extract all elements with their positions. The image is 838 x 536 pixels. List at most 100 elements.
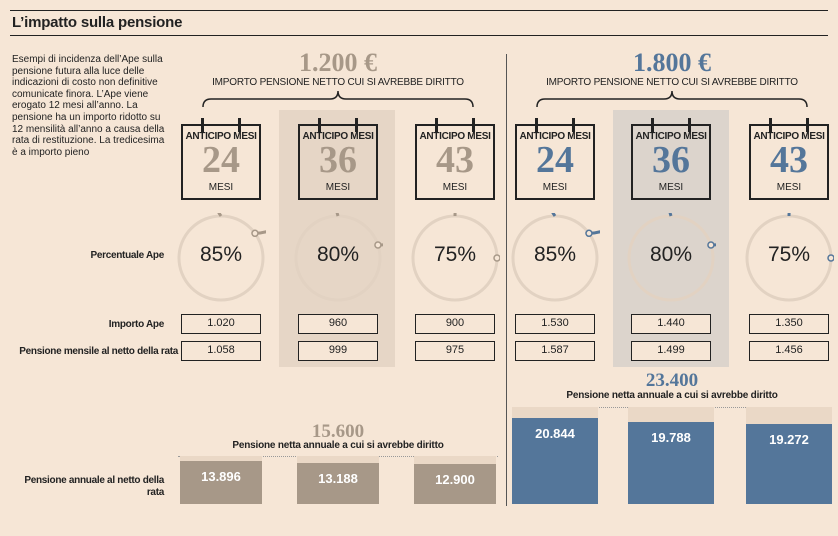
- percent-value: 85%: [510, 213, 600, 303]
- top-rule: [10, 10, 828, 11]
- annual-bar: 19.788: [628, 407, 714, 504]
- calendar-months: 24: [536, 139, 574, 181]
- percent-value: 75%: [410, 213, 500, 303]
- calendar-head: ANTICIPO MESI: [635, 131, 707, 142]
- calendar-card: ANTICIPO MESI 43 MESI: [415, 118, 495, 200]
- percent-text: 85%: [533, 243, 577, 266]
- percent-text: 80%: [316, 243, 360, 266]
- annual-bar: 13.188: [297, 456, 379, 504]
- pensione-mensile-box: 975: [415, 341, 495, 361]
- percent-value: 80%: [293, 213, 383, 303]
- annual-bar-fill: [414, 464, 496, 504]
- calendar-ring: [435, 118, 438, 132]
- calendar-unit: MESI: [776, 182, 802, 193]
- calendar-unit: MESI: [542, 182, 568, 193]
- percent-dot: [585, 229, 593, 238]
- row-label-importo: Importo Ape: [108, 319, 165, 330]
- annual-bar: 12.900: [414, 456, 496, 504]
- annual-bar-fill: [180, 461, 262, 504]
- importo-ape-box: 900: [415, 314, 495, 334]
- total-label: 23.400: [645, 370, 699, 391]
- annual-bar-fill: [297, 463, 379, 504]
- calendar-card: ANTICIPO MESI 43 MESI: [749, 118, 829, 200]
- percent-dot: [251, 229, 259, 238]
- annual-bar: 20.844: [512, 407, 598, 504]
- calendar-months: 36: [319, 139, 357, 181]
- percent-ring: [627, 213, 716, 302]
- row-label-mensile: Pensione mensile al netto della rata: [19, 346, 178, 357]
- calendar-months: 43: [436, 139, 474, 181]
- calendar-ring: [806, 118, 809, 132]
- calendar-ring: [238, 118, 241, 132]
- percent-value: 75%: [744, 213, 834, 303]
- calendar-head: ANTICIPO MESI: [302, 131, 374, 142]
- annual-bar: 19.272: [746, 407, 832, 504]
- calendar-unit: MESI: [325, 182, 351, 193]
- importo-ape-box: 1.530: [515, 314, 595, 334]
- percent-dot: [707, 241, 715, 249]
- importo-ape-box: 1.020: [181, 314, 261, 334]
- pensione-mensile-box: 1.587: [515, 341, 595, 361]
- amount-caption: IMPORTO PENSIONE NETTO CUI SI AVREBBE DI…: [546, 77, 798, 88]
- calendar-ring: [355, 118, 358, 132]
- title-rule: [10, 35, 828, 36]
- calendar-head: ANTICIPO MESI: [419, 131, 491, 142]
- annual-bar-fill: [746, 424, 832, 504]
- bracket: [202, 90, 474, 108]
- row-label-percentuale: Percentuale Ape: [90, 250, 165, 261]
- annual-bar-label: 19.272: [769, 432, 809, 448]
- calendar-months: 24: [202, 139, 240, 181]
- calendar-unit: MESI: [442, 182, 468, 193]
- calendar-card: ANTICIPO MESI 24 MESI: [181, 118, 261, 200]
- percent-value: 85%: [176, 213, 266, 303]
- annual-bar-label: 13.188: [318, 471, 358, 487]
- percent-ring: [294, 213, 383, 302]
- importo-ape-box: 1.350: [749, 314, 829, 334]
- percent-dot: [374, 241, 382, 249]
- percent-text: 80%: [649, 243, 693, 266]
- percent-ring: [511, 213, 600, 302]
- total-caption: Pensione netta annuale a cui si avrebbe …: [566, 390, 778, 401]
- calendar-months: 36: [652, 139, 690, 181]
- calendar-head: ANTICIPO MESI: [185, 131, 257, 142]
- percent-ring: [745, 213, 834, 302]
- page-title: L’impatto sulla pensione: [12, 14, 183, 31]
- calendar-unit: MESI: [658, 182, 684, 193]
- calendar-card: ANTICIPO MESI 24 MESI: [515, 118, 595, 200]
- calendar-months: 43: [770, 139, 808, 181]
- percent-text: 75%: [767, 243, 811, 266]
- amount-label: 1.200 €: [299, 48, 377, 77]
- calendar-ring: [535, 118, 538, 132]
- calendar-ring: [201, 118, 204, 132]
- amount-caption: IMPORTO PENSIONE NETTO CUI SI AVREBBE DI…: [212, 77, 464, 88]
- annual-bar-fill: [512, 417, 598, 504]
- total-label: 15.600: [311, 421, 365, 442]
- calendar-ring: [651, 118, 654, 132]
- calendar-head: ANTICIPO MESI: [519, 131, 591, 142]
- annual-bar: 13.896: [180, 456, 262, 504]
- calendar-ring: [572, 118, 575, 132]
- percent-ring: [411, 213, 500, 302]
- pensione-mensile-box: 1.499: [631, 341, 711, 361]
- percent-ring: [177, 213, 266, 302]
- calendar-ring: [688, 118, 691, 132]
- percent-dot: [827, 254, 834, 262]
- row-label-annuale: Pensione annuale al netto della rata: [24, 475, 164, 498]
- importo-ape-box: 1.440: [631, 314, 711, 334]
- amount-label: 1.800 €: [633, 48, 711, 77]
- bracket: [536, 90, 808, 108]
- pensione-mensile-box: 1.456: [749, 341, 829, 361]
- calendar-ring: [318, 118, 321, 132]
- calendar-ring: [472, 118, 475, 132]
- annual-bar-label: 19.788: [651, 429, 691, 445]
- percent-value: 80%: [626, 213, 716, 303]
- pensione-mensile-box: 999: [298, 341, 378, 361]
- annual-bar-label: 12.900: [435, 472, 475, 488]
- importo-ape-box: 960: [298, 314, 378, 334]
- panel-divider: [506, 54, 507, 506]
- percent-dot: [493, 254, 500, 262]
- annual-bar-fill: [628, 422, 714, 504]
- calendar-unit: MESI: [208, 182, 234, 193]
- calendar-card: ANTICIPO MESI 36 MESI: [631, 118, 711, 200]
- calendar-ring: [769, 118, 772, 132]
